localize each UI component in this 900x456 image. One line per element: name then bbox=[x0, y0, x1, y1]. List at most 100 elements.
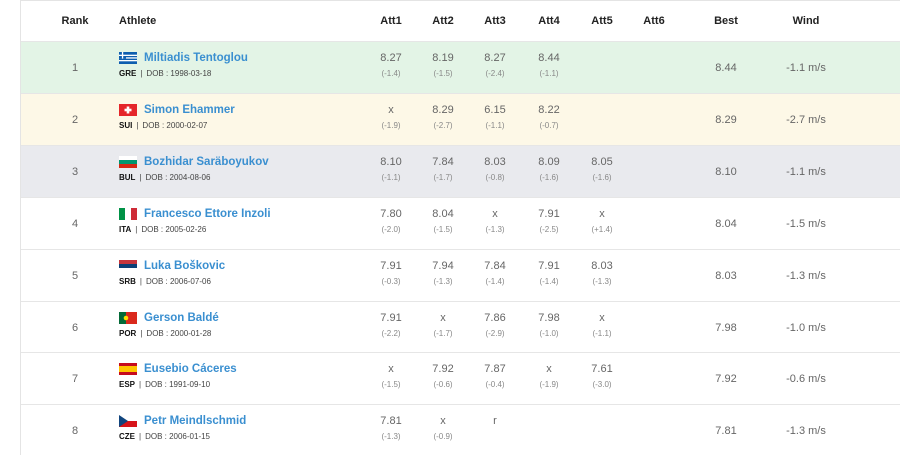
attempt-mark: x bbox=[440, 311, 446, 324]
attempt-mark: 7.91 bbox=[380, 259, 402, 272]
best-mark: 8.29 bbox=[715, 113, 737, 126]
attempt-mark: x bbox=[440, 415, 446, 428]
athlete-info: ESP | DOB : 1991-09-10 bbox=[119, 380, 210, 389]
athlete-info: BUL | DOB : 2004-08-06 bbox=[119, 173, 210, 182]
best-wind: -0.6 m/s bbox=[786, 373, 826, 386]
attempt-mark: 7.80 bbox=[380, 207, 402, 220]
dob: DOB : 2005-02-26 bbox=[141, 224, 207, 234]
attempt-wind: (-1.6) bbox=[539, 172, 559, 182]
attempt-wind: (-0.3) bbox=[381, 276, 401, 286]
attempt-mark: 8.04 bbox=[432, 207, 454, 220]
separator: | bbox=[140, 328, 143, 338]
flag-icon bbox=[119, 52, 137, 64]
attempt-wind: (-1.1) bbox=[381, 172, 401, 182]
attempt-wind: (-1.5) bbox=[433, 69, 453, 78]
best-wind: -1.1 m/s bbox=[786, 62, 826, 74]
best-mark: 8.10 bbox=[715, 165, 737, 178]
flag-icon bbox=[119, 259, 137, 272]
attempt-mark: 8.05 bbox=[591, 155, 613, 168]
separator: | bbox=[139, 432, 142, 442]
rank: 2 bbox=[71, 113, 79, 126]
attempt-wind: (-2.0) bbox=[381, 224, 401, 234]
athlete-name[interactable]: Simon Ehammer bbox=[144, 103, 235, 116]
attempt-mark: 8.44 bbox=[538, 52, 560, 64]
attempt-mark: 8.03 bbox=[484, 155, 506, 168]
rank: 5 bbox=[71, 269, 79, 282]
athlete-name[interactable]: Bozhidar Saräboyukov bbox=[144, 155, 269, 168]
flag bbox=[119, 362, 137, 376]
attempt-mark: 7.84 bbox=[432, 155, 454, 168]
attempt-mark: 7.91 bbox=[380, 311, 402, 324]
attempt-mark: 8.22 bbox=[538, 103, 560, 116]
attempt-wind: (-0.4) bbox=[485, 380, 505, 390]
country-code: BUL bbox=[119, 172, 136, 182]
best-wind: -1.1 m/s bbox=[786, 165, 826, 178]
attempt-wind: (-1.1) bbox=[485, 120, 505, 130]
attempt-wind: (-1.9) bbox=[539, 380, 559, 390]
best-mark: 8.44 bbox=[715, 62, 737, 74]
athlete-name[interactable]: Francesco Ettore Inzoli bbox=[144, 207, 271, 220]
separator: | bbox=[135, 224, 138, 234]
attempt-wind: (-2.2) bbox=[381, 328, 401, 338]
best-wind: -1.0 m/s bbox=[786, 321, 826, 334]
attempt-mark: x bbox=[599, 207, 605, 220]
column-header: Rank bbox=[61, 15, 89, 27]
attempt-mark: 7.92 bbox=[432, 363, 454, 376]
attempt-mark: 7.98 bbox=[538, 311, 560, 324]
attempt-wind: (-0.9) bbox=[433, 432, 453, 442]
column-header: Wind bbox=[792, 15, 820, 27]
attempt-wind: (-1.6) bbox=[592, 172, 612, 182]
result-row: 1 Miltiadis Tentoglou GRE | DOB : 1998-03-18… bbox=[21, 41, 900, 93]
attempt-mark: 8.03 bbox=[591, 259, 613, 272]
result-row: 3 Bozhidar Saräboyukov BUL | DOB : 2004-08-0… bbox=[21, 144, 900, 197]
flag-icon bbox=[119, 311, 137, 324]
flag-icon bbox=[119, 363, 137, 376]
attempt-wind: (-0.6) bbox=[433, 380, 453, 390]
athlete-info: GRE | DOB : 1998-03-18 bbox=[119, 69, 211, 78]
column-header: Best bbox=[714, 15, 738, 27]
attempt-mark: 7.91 bbox=[538, 207, 560, 220]
flag bbox=[119, 207, 137, 220]
result-row: 2 Simon Ehammer SUI | DOB : 2000-02-07 x (-1.9… bbox=[21, 92, 900, 145]
attempt-wind: (-2.9) bbox=[485, 328, 505, 338]
attempt-mark: 8.29 bbox=[432, 103, 454, 116]
column-header: Att3 bbox=[484, 15, 506, 27]
athlete-name[interactable]: Eusebio Cáceres bbox=[144, 363, 237, 376]
attempt-mark: 7.91 bbox=[538, 259, 560, 272]
attempt-mark: 8.27 bbox=[380, 52, 402, 64]
column-header: Athlete bbox=[119, 15, 157, 27]
athlete-name[interactable]: Gerson Baldé bbox=[144, 311, 219, 324]
attempt-wind: (-2.5) bbox=[539, 224, 559, 234]
country-code: SRB bbox=[119, 276, 136, 286]
result-row: 7 Eusebio Cáceres ESP | DOB : 1991-09-10 x (-1… bbox=[21, 352, 900, 405]
athlete-name[interactable]: Luka Boškovic bbox=[144, 259, 226, 272]
attempt-mark: 6.15 bbox=[484, 103, 506, 116]
best-wind: -1.5 m/s bbox=[786, 217, 826, 230]
best-mark: 7.92 bbox=[715, 373, 737, 386]
attempt-wind: (-1.7) bbox=[433, 172, 453, 182]
attempt-wind: (-1.5) bbox=[381, 380, 401, 390]
attempt-wind: (-1.1) bbox=[539, 69, 559, 78]
dob: DOB : 1998-03-18 bbox=[146, 69, 212, 78]
attempt-wind: (-0.7) bbox=[539, 120, 559, 130]
flag-icon bbox=[119, 207, 137, 220]
country-code: SUI bbox=[119, 120, 133, 130]
best-mark: 8.03 bbox=[715, 269, 737, 282]
dob: DOB : 2000-01-28 bbox=[146, 328, 212, 338]
rank: 8 bbox=[71, 425, 79, 438]
attempt-mark: 8.19 bbox=[432, 52, 454, 64]
attempt-mark: 7.61 bbox=[591, 363, 613, 376]
attempt-mark: x bbox=[388, 103, 394, 116]
result-row: 8 Petr Meindlschmid CZE | DOB : 2006-01-15 7.… bbox=[21, 404, 900, 456]
attempt-mark: x bbox=[599, 311, 605, 324]
athlete-name[interactable]: Miltiadis Tentoglou bbox=[144, 52, 248, 64]
separator: | bbox=[140, 69, 143, 78]
result-row: 5 Luka Boškovic SRB | DOB : 2006-07-06 7.91 (-… bbox=[21, 248, 900, 301]
attempt-wind: (-1.3) bbox=[592, 276, 612, 286]
attempt-mark: 8.10 bbox=[380, 155, 402, 168]
attempt-wind: (-1.3) bbox=[381, 432, 401, 442]
athlete-name[interactable]: Petr Meindlschmid bbox=[144, 415, 247, 428]
flag bbox=[119, 311, 137, 324]
column-header: Att1 bbox=[380, 15, 402, 27]
